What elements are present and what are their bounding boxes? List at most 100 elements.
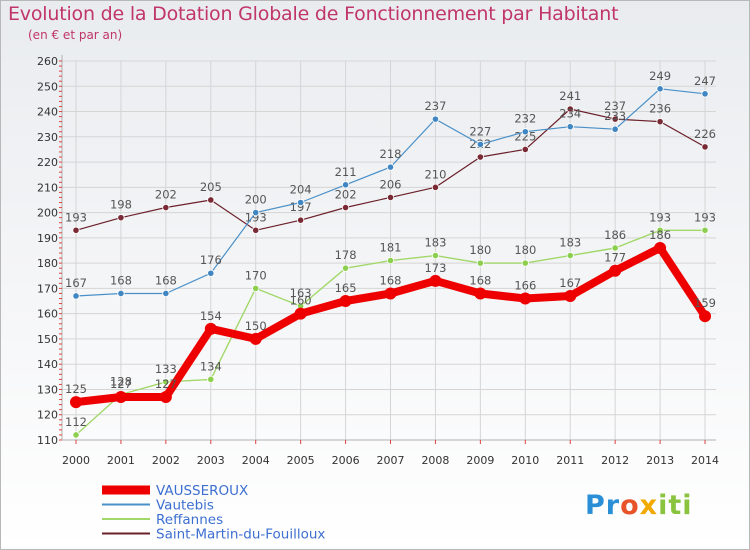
data-label-reffannes-2006: 178 <box>335 248 357 262</box>
data-point-reffannes-2006 <box>341 264 350 272</box>
data-point-vausseroux-2012 <box>609 264 622 277</box>
x-tick-label-2006: 2006 <box>332 454 360 467</box>
x-tick-label-2002: 2002 <box>152 454 180 467</box>
x-tick-label-2013: 2013 <box>646 454 674 467</box>
data-label-vautebis-2004: 200 <box>245 193 267 207</box>
data-point-saint-martin-du-fouilloux-2013 <box>656 118 664 126</box>
data-point-saint-martin-du-fouilloux-2008 <box>431 183 440 191</box>
chart-subtitle: (en € et par an) <box>28 28 123 42</box>
y-tick-label-210: 210 <box>37 181 58 194</box>
x-tick-label-2000: 2000 <box>62 454 90 467</box>
data-point-saint-martin-du-fouilloux-2000 <box>72 226 80 234</box>
data-point-vautebis-2001 <box>117 289 125 298</box>
data-point-vautebis-2005 <box>297 198 305 207</box>
x-tick-label-2008: 2008 <box>421 454 449 467</box>
data-point-reffannes-2012 <box>611 244 619 252</box>
data-point-vautebis-2002 <box>162 289 170 298</box>
data-label-vautebis-2000: 167 <box>65 276 87 290</box>
data-point-saint-martin-du-fouilloux-2005 <box>297 216 305 224</box>
data-point-saint-martin-du-fouilloux-2002 <box>162 203 170 212</box>
legend-label-vausseroux: VAUSSEROUX <box>156 483 248 499</box>
y-tick-label-110: 110 <box>37 434 58 447</box>
data-point-reffannes-2009 <box>476 259 484 267</box>
data-label-vautebis-2012: 233 <box>604 109 626 123</box>
data-label-saint-martin-du-fouilloux-2013: 236 <box>649 102 671 116</box>
data-label-vautebis-2005: 204 <box>290 182 312 196</box>
x-tick-label-2001: 2001 <box>107 454 135 467</box>
y-tick-label-260: 260 <box>37 55 58 68</box>
data-label-vausseroux-2001: 127 <box>110 377 132 391</box>
data-point-vausseroux-2001 <box>114 391 127 404</box>
data-label-vausseroux-2010: 166 <box>514 279 536 293</box>
data-label-saint-martin-du-fouilloux-2008: 210 <box>424 167 446 181</box>
data-point-vausseroux-2008 <box>429 274 442 287</box>
data-point-vautebis-2011 <box>566 123 574 131</box>
data-point-vautebis-2007 <box>386 163 395 171</box>
chart-title: Evolution de la Dotation Globale de Fonc… <box>8 3 619 25</box>
data-label-vausseroux-2000: 125 <box>65 382 87 396</box>
data-point-saint-martin-du-fouilloux-2001 <box>117 214 125 222</box>
data-label-vautebis-2008: 237 <box>424 99 446 113</box>
proxiti-logo: Proxiti <box>585 490 693 521</box>
data-point-reffannes-2000 <box>72 431 80 439</box>
y-tick-label-150: 150 <box>37 333 58 346</box>
data-point-reffannes-2013 <box>656 226 664 234</box>
y-tick-label-120: 120 <box>37 409 58 422</box>
data-label-saint-martin-du-fouilloux-2000: 193 <box>65 210 87 224</box>
data-label-saint-martin-du-fouilloux-2002: 202 <box>155 188 177 202</box>
y-tick-label-160: 160 <box>37 308 58 321</box>
data-point-saint-martin-du-fouilloux-2003 <box>207 196 215 204</box>
data-label-saint-martin-du-fouilloux-2003: 205 <box>200 180 222 194</box>
data-label-vausseroux-2007: 168 <box>380 273 402 287</box>
data-label-reffannes-2007: 181 <box>380 241 402 255</box>
y-tick-label-190: 190 <box>37 232 58 245</box>
data-label-reffannes-2001: 128 <box>110 375 132 389</box>
data-label-vausseroux-2009: 168 <box>469 273 491 287</box>
data-label-reffannes-2005: 163 <box>290 286 312 300</box>
data-label-saint-martin-du-fouilloux-2001: 198 <box>110 198 132 212</box>
y-tick-label-170: 170 <box>37 282 58 295</box>
y-tick-label-140: 140 <box>37 358 58 371</box>
data-point-reffannes-2004 <box>252 284 260 292</box>
data-point-saint-martin-du-fouilloux-2012 <box>611 115 619 123</box>
data-label-reffannes-2004: 170 <box>245 268 267 282</box>
data-label-vautebis-2006: 211 <box>335 165 357 179</box>
x-tick-label-2009: 2009 <box>466 454 494 467</box>
data-label-saint-martin-du-fouilloux-2014: 226 <box>694 127 716 141</box>
data-point-vautebis-2006 <box>341 181 350 189</box>
data-point-vausseroux-2004 <box>249 332 262 345</box>
data-label-vausseroux-2003: 154 <box>200 309 222 323</box>
data-point-vausseroux-2000 <box>70 396 82 409</box>
data-point-vausseroux-2002 <box>159 391 172 404</box>
data-point-vautebis-2008 <box>431 115 440 123</box>
data-label-vautebis-2003: 176 <box>200 253 222 267</box>
y-tick-label-200: 200 <box>37 207 58 220</box>
data-label-vausseroux-2004: 150 <box>245 319 267 333</box>
data-label-vausseroux-2006: 165 <box>335 281 357 295</box>
data-point-saint-martin-du-fouilloux-2010 <box>521 145 529 154</box>
data-point-saint-martin-du-fouilloux-2009 <box>476 153 484 161</box>
data-label-vausseroux-2002: 127 <box>155 377 177 391</box>
data-label-vautebis-2001: 168 <box>110 273 132 287</box>
data-point-vausseroux-2014 <box>699 310 712 323</box>
data-label-vausseroux-2013: 186 <box>649 228 671 242</box>
data-point-reffannes-2008 <box>431 251 440 260</box>
data-label-vautebis-2013: 249 <box>649 69 671 83</box>
data-label-reffannes-2014: 193 <box>694 210 716 224</box>
x-tick-label-2011: 2011 <box>556 454 584 467</box>
data-label-vautebis-2009: 227 <box>469 124 491 138</box>
x-tick-label-2003: 2003 <box>197 454 225 467</box>
data-point-reffannes-2007 <box>386 257 395 265</box>
data-label-vautebis-2011: 234 <box>559 107 581 121</box>
data-point-vautebis-2010 <box>521 128 529 136</box>
data-label-vautebis-2002: 168 <box>155 273 177 287</box>
data-point-reffannes-2014 <box>701 226 709 234</box>
data-label-vausseroux-2014: 159 <box>694 296 716 310</box>
y-tick-label-130: 130 <box>37 383 58 396</box>
y-tick-label-250: 250 <box>37 80 58 93</box>
data-point-vausseroux-2011 <box>564 289 577 302</box>
data-point-vautebis-2000 <box>72 292 80 300</box>
data-point-vautebis-2009 <box>476 140 484 148</box>
x-tick-label-2005: 2005 <box>287 454 315 467</box>
data-point-reffannes-2003 <box>207 375 215 383</box>
